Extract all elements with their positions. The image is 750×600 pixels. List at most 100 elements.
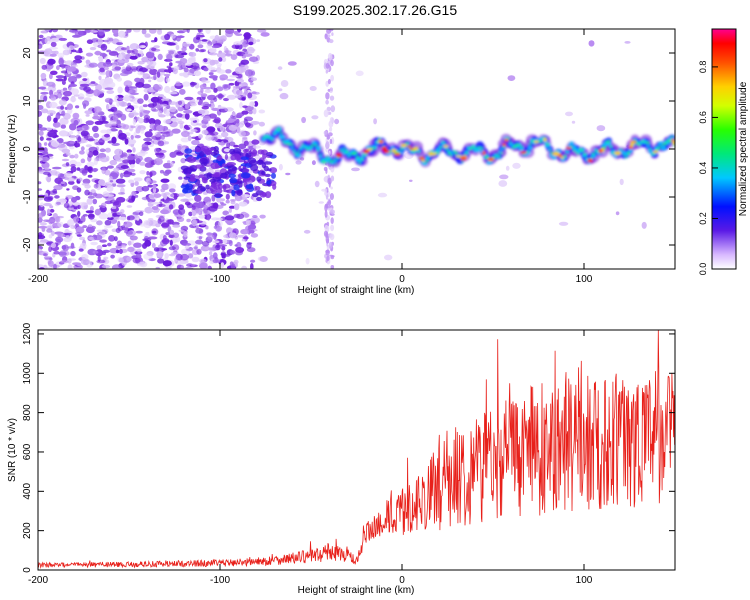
noise-blob — [104, 219, 112, 226]
noise-blob — [129, 235, 138, 241]
ridge-blob — [350, 153, 352, 155]
top-y-tick-label: 20 — [22, 47, 33, 59]
noise-blob — [98, 179, 106, 186]
noise-blob — [187, 57, 196, 64]
noise-blob — [152, 184, 157, 190]
noise-blob — [191, 139, 200, 146]
noise-blob — [74, 55, 83, 61]
noise-blob — [241, 86, 251, 90]
noise-blob — [62, 49, 71, 56]
noise-blob — [60, 181, 65, 184]
noise-blob — [136, 217, 140, 221]
noise-blob — [175, 236, 181, 243]
ridge-blob — [627, 152, 630, 155]
noise-blob — [224, 215, 235, 221]
ridge-blob — [291, 144, 294, 146]
ridge-blob — [603, 146, 606, 149]
ridge-blob — [330, 160, 333, 163]
noise-blob — [38, 264, 45, 268]
noise-blob — [197, 29, 202, 33]
noise-blob — [211, 107, 220, 111]
noise-blob — [79, 150, 85, 155]
streak-blob — [329, 87, 333, 92]
cluster-blob — [263, 161, 273, 165]
noise-blob — [149, 29, 157, 34]
noise-blob — [130, 134, 134, 140]
ridge-hotspot — [598, 149, 603, 153]
noise-blob — [60, 124, 66, 129]
noise-blob — [180, 253, 189, 261]
ridge-blob — [625, 156, 628, 159]
noise-blob — [235, 122, 245, 128]
streak-blob — [330, 74, 334, 82]
noise-blob — [183, 67, 189, 73]
ridge-blob — [561, 158, 565, 162]
ridge-blob — [273, 132, 276, 135]
noise-blob — [259, 214, 266, 219]
cluster-blob — [252, 193, 259, 198]
noise-blob — [179, 88, 186, 95]
noise-blob — [47, 58, 56, 65]
noise-blob — [169, 188, 176, 193]
noise-blob — [208, 48, 217, 53]
cluster-blob — [195, 147, 201, 153]
noise-blob — [42, 79, 48, 87]
noise-blob — [82, 78, 88, 82]
ridge-blob — [646, 144, 650, 148]
noise-blob — [287, 61, 297, 66]
noise-blob — [55, 78, 64, 82]
noise-blob — [220, 253, 226, 256]
ridge-blob — [374, 147, 376, 149]
noise-blob — [72, 112, 80, 120]
noise-blob — [131, 49, 139, 55]
ridge-blob — [586, 157, 588, 160]
noise-blob — [233, 30, 239, 35]
noise-blob — [305, 257, 310, 265]
noise-blob — [117, 123, 127, 129]
noise-blob — [50, 94, 55, 98]
noise-blob — [499, 174, 509, 180]
streak-blob — [328, 150, 331, 156]
noise-blob — [164, 253, 169, 259]
noise-blob — [108, 104, 114, 108]
noise-blob — [160, 209, 170, 215]
colorbar-label: Normalized spectral amplitude — [738, 81, 749, 216]
noise-blob — [221, 131, 229, 138]
noise-blob — [146, 171, 150, 176]
noise-blob — [241, 97, 246, 101]
noise-blob — [169, 112, 175, 117]
noise-blob — [204, 89, 212, 94]
noise-blob — [45, 175, 51, 182]
ridge-blob — [302, 141, 308, 146]
noise-blob — [43, 219, 50, 222]
noise-blob — [129, 55, 138, 60]
ridge-blob — [635, 142, 639, 145]
noise-blob — [182, 71, 190, 78]
noise-blob — [113, 154, 121, 161]
noise-blob — [212, 240, 220, 244]
noise-blob — [43, 253, 48, 257]
noise-blob — [115, 178, 126, 184]
ridge-blob — [513, 145, 517, 148]
ridge-blob — [465, 152, 468, 154]
ridge-blob — [286, 142, 289, 145]
ridge-blob — [596, 149, 599, 152]
noise-blob — [207, 265, 212, 269]
ridge-blob — [502, 146, 505, 149]
bottom-plot-frame — [37, 329, 676, 571]
noise-blob — [53, 117, 58, 123]
noise-blob — [56, 138, 63, 142]
noise-blob — [52, 166, 62, 170]
noise-blob — [301, 116, 306, 124]
noise-blob — [251, 139, 260, 145]
cluster-blob — [240, 156, 249, 161]
noise-blob — [191, 216, 198, 220]
noise-blob — [39, 222, 47, 226]
streak-blob — [330, 175, 335, 182]
streak-blob — [330, 224, 335, 232]
noise-blob — [181, 242, 192, 247]
ridge-blob — [498, 151, 502, 154]
ridge-blob — [323, 161, 327, 164]
noise-blob — [100, 129, 109, 134]
cluster-blob — [195, 190, 203, 195]
